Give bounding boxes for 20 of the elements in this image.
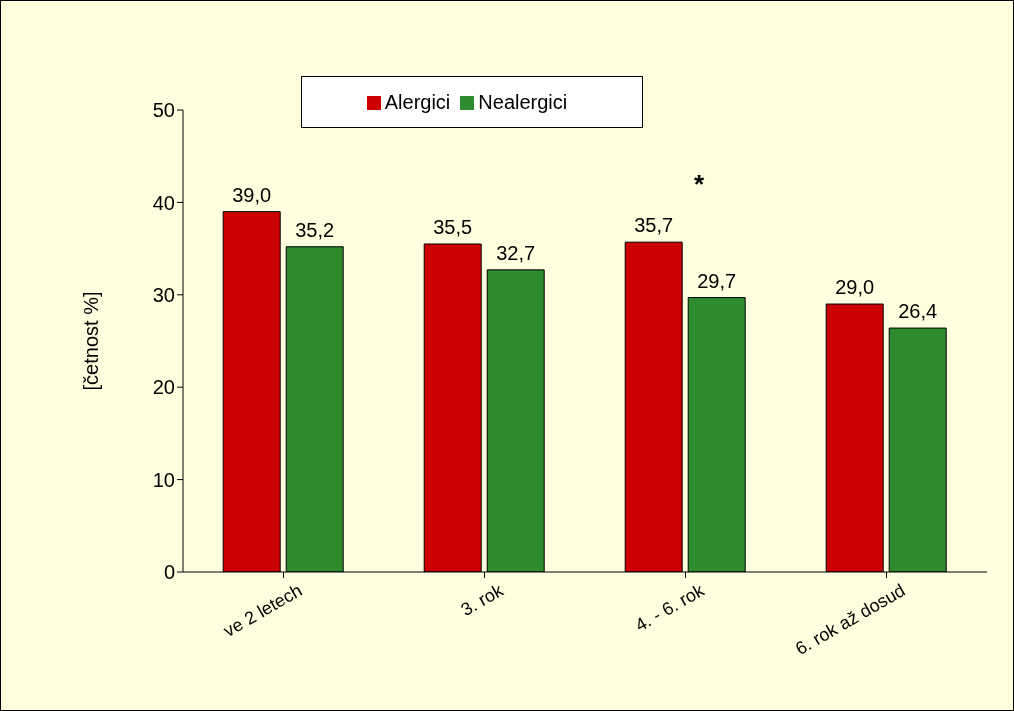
data-label: 35,5 bbox=[433, 215, 473, 238]
data-label: 26,4 bbox=[898, 300, 938, 323]
data-label: 32,7 bbox=[496, 241, 536, 264]
annotation: * bbox=[694, 169, 705, 199]
legend-label: Nealergici bbox=[478, 90, 568, 113]
y-tick-label: 30 bbox=[152, 283, 175, 306]
y-tick-label: 20 bbox=[152, 376, 175, 399]
y-tick-label: 40 bbox=[152, 191, 175, 214]
y-tick-label: 50 bbox=[152, 99, 175, 122]
data-label: 29,0 bbox=[835, 276, 875, 299]
y-axis-title: [četnost %] bbox=[80, 291, 103, 391]
data-label: 35,7 bbox=[634, 214, 674, 237]
legend-label: Alergici bbox=[384, 90, 451, 113]
data-label: 35,2 bbox=[295, 218, 335, 241]
y-tick-label: 0 bbox=[163, 561, 175, 584]
y-tick-label: 10 bbox=[152, 468, 175, 491]
data-label: 29,7 bbox=[697, 269, 737, 292]
x-tick-label: 4. - 6. rok bbox=[631, 579, 709, 636]
x-tick-label: 3. rok bbox=[457, 579, 508, 620]
data-label: 39,0 bbox=[232, 183, 272, 206]
